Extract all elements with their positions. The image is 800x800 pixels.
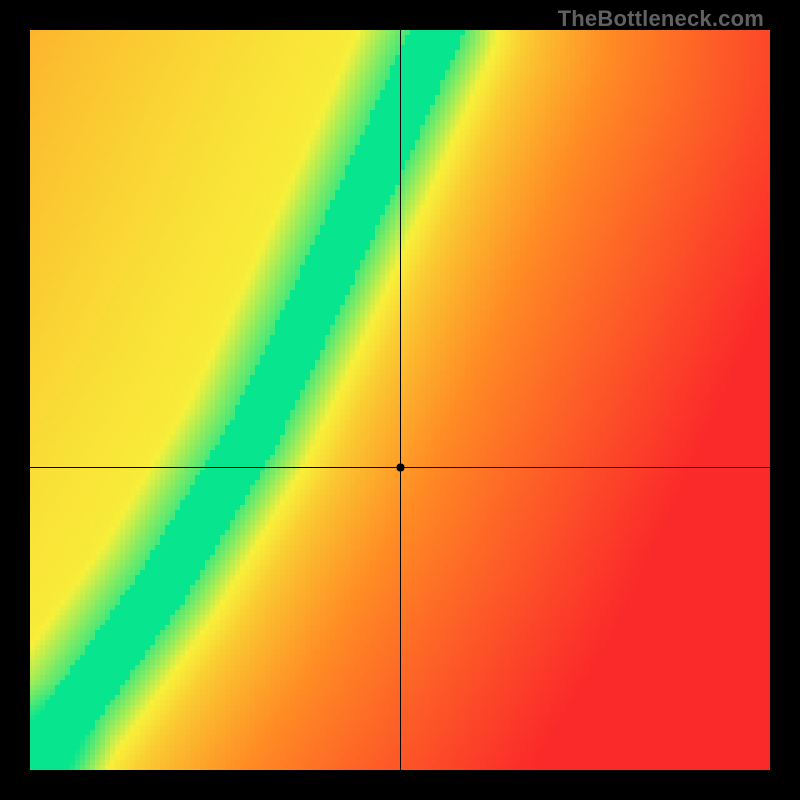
watermark-text: TheBottleneck.com — [558, 6, 764, 32]
chart-container: TheBottleneck.com — [0, 0, 800, 800]
heatmap-canvas — [30, 30, 770, 770]
